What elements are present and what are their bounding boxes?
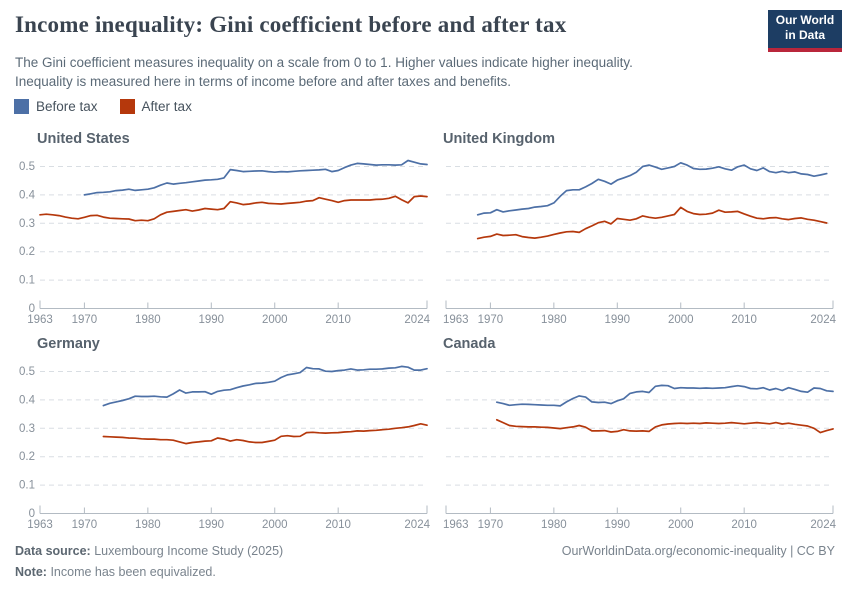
after-tax-line	[102, 422, 428, 445]
y-tick-label: 0.1	[19, 275, 35, 287]
chart-united-states: United States 1963 1970 1980 1990 2000 2010 20…	[15, 130, 431, 330]
before-tax-line	[495, 384, 834, 407]
x-tick-label: 1970	[72, 314, 98, 326]
x-tick-label: 2000	[668, 314, 694, 326]
legend: Before tax After tax	[14, 99, 192, 114]
x-tick-label: 1990	[198, 519, 224, 531]
chart-title-canada: Canada	[443, 336, 496, 352]
x-tick-label: 2010	[325, 314, 351, 326]
footer-note-line: Note: Income has been equivalized.	[15, 562, 835, 583]
y-tick-label: 0.5	[19, 161, 35, 173]
x-tick-label: 1963	[443, 519, 469, 531]
x-tick-label: 2010	[325, 519, 351, 531]
x-tick-label: 2000	[262, 314, 288, 326]
source-label: Data source:	[15, 544, 91, 558]
x-tick-label: 1990	[604, 519, 630, 531]
chart-united-kingdom: United Kingdom 1963 1970 1980 1990 2000 2010 2…	[443, 130, 847, 330]
footer-credit-link[interactable]: OurWorldinData.org/economic-inequality |…	[561, 544, 835, 558]
y-tick-label: 0.4	[19, 189, 36, 201]
owid-logo-line1: Our World	[775, 13, 835, 27]
footer-source-line: Data source: Luxembourg Income Study (20…	[15, 541, 835, 562]
x-tick-label: 2000	[262, 519, 288, 531]
legend-item-after-tax[interactable]: After tax	[119, 99, 192, 114]
x-tick-label: 1970	[478, 314, 504, 326]
y-tick-label: 0.2	[19, 246, 35, 258]
y-tick-label: 0.4	[19, 394, 36, 406]
legend-item-before-tax[interactable]: Before tax	[14, 99, 98, 114]
x-tick-label: 1980	[135, 314, 161, 326]
x-tick-label: 2024	[810, 314, 836, 326]
chart-germany: Germany 1963 1970 1980 1990 2000 2010 2024 0 0.1…	[15, 335, 431, 535]
x-tick-label: 1980	[541, 519, 567, 531]
chart-canada: Canada 1963 1970 1980 1990 2000 2010 2024	[443, 335, 847, 535]
before-tax-swatch	[14, 99, 29, 114]
x-tick-label: 2010	[731, 314, 757, 326]
note-text: Income has been equivalized.	[50, 565, 216, 579]
chart-title-united-kingdom: United Kingdom	[443, 131, 555, 147]
owid-logo[interactable]: Our World in Data	[768, 10, 842, 52]
before-tax-line	[476, 161, 828, 216]
subtitle-line-1: The Gini coefficient measures inequality…	[15, 55, 633, 70]
y-tick-label: 0.3	[19, 218, 35, 230]
chart-title-germany: Germany	[37, 336, 100, 352]
before-tax-line	[102, 365, 428, 407]
line-plot-united-kingdom: 1963 1970 1980 1990 2000 2010 2024	[443, 161, 837, 326]
x-tick-label: 1990	[604, 314, 630, 326]
after-tax-swatch	[119, 99, 135, 114]
before-tax-line	[83, 159, 428, 196]
y-tick-label: 0.2	[19, 451, 35, 463]
x-tick-label: 1980	[135, 519, 161, 531]
x-tick-label: 2024	[404, 519, 430, 531]
line-plot-united-states: 1963 1970 1980 1990 2000 2010 2024 0 0.1 0.2 0.3 0.…	[19, 159, 431, 326]
subtitle-line-2: Inequality is measured here in terms of …	[15, 74, 512, 89]
page-title: Income inequality: Gini coefficient befo…	[15, 12, 567, 37]
y-tick-label: 0	[29, 303, 35, 315]
y-tick-label: 0	[29, 508, 35, 520]
x-tick-label: 1963	[27, 519, 53, 531]
x-tick-label: 2024	[404, 314, 430, 326]
x-tick-label: 2024	[810, 519, 836, 531]
x-tick-label: 2010	[731, 519, 757, 531]
x-tick-label: 2000	[668, 519, 694, 531]
line-plot-germany: 1963 1970 1980 1990 2000 2010 2024 0 0.1 0.2 0.3 0.…	[19, 365, 431, 531]
after-tax-line	[495, 418, 834, 434]
x-tick-label: 1963	[27, 314, 53, 326]
line-plot-canada: 1963 1970 1980 1990 2000 2010 2024	[443, 371, 837, 531]
legend-label: After tax	[141, 99, 192, 114]
x-tick-label: 1970	[72, 519, 98, 531]
y-tick-label: 0.5	[19, 366, 35, 378]
owid-logo-line2: in Data	[784, 28, 825, 42]
after-tax-line	[39, 195, 428, 222]
x-tick-label: 1970	[478, 519, 504, 531]
footer: Data source: Luxembourg Income Study (20…	[15, 541, 835, 583]
x-tick-label: 1980	[541, 314, 567, 326]
source-text: Luxembourg Income Study (2025)	[94, 544, 284, 558]
y-tick-label: 0.3	[19, 423, 35, 435]
x-tick-label: 1963	[443, 314, 469, 326]
after-tax-line	[476, 206, 828, 240]
y-tick-label: 0.1	[19, 480, 35, 492]
chart-title-united-states: United States	[37, 131, 130, 147]
legend-label: Before tax	[36, 99, 98, 114]
chart-subtitle: The Gini coefficient measures inequality…	[15, 53, 633, 91]
x-tick-label: 1990	[198, 314, 224, 326]
note-label: Note:	[15, 565, 47, 579]
